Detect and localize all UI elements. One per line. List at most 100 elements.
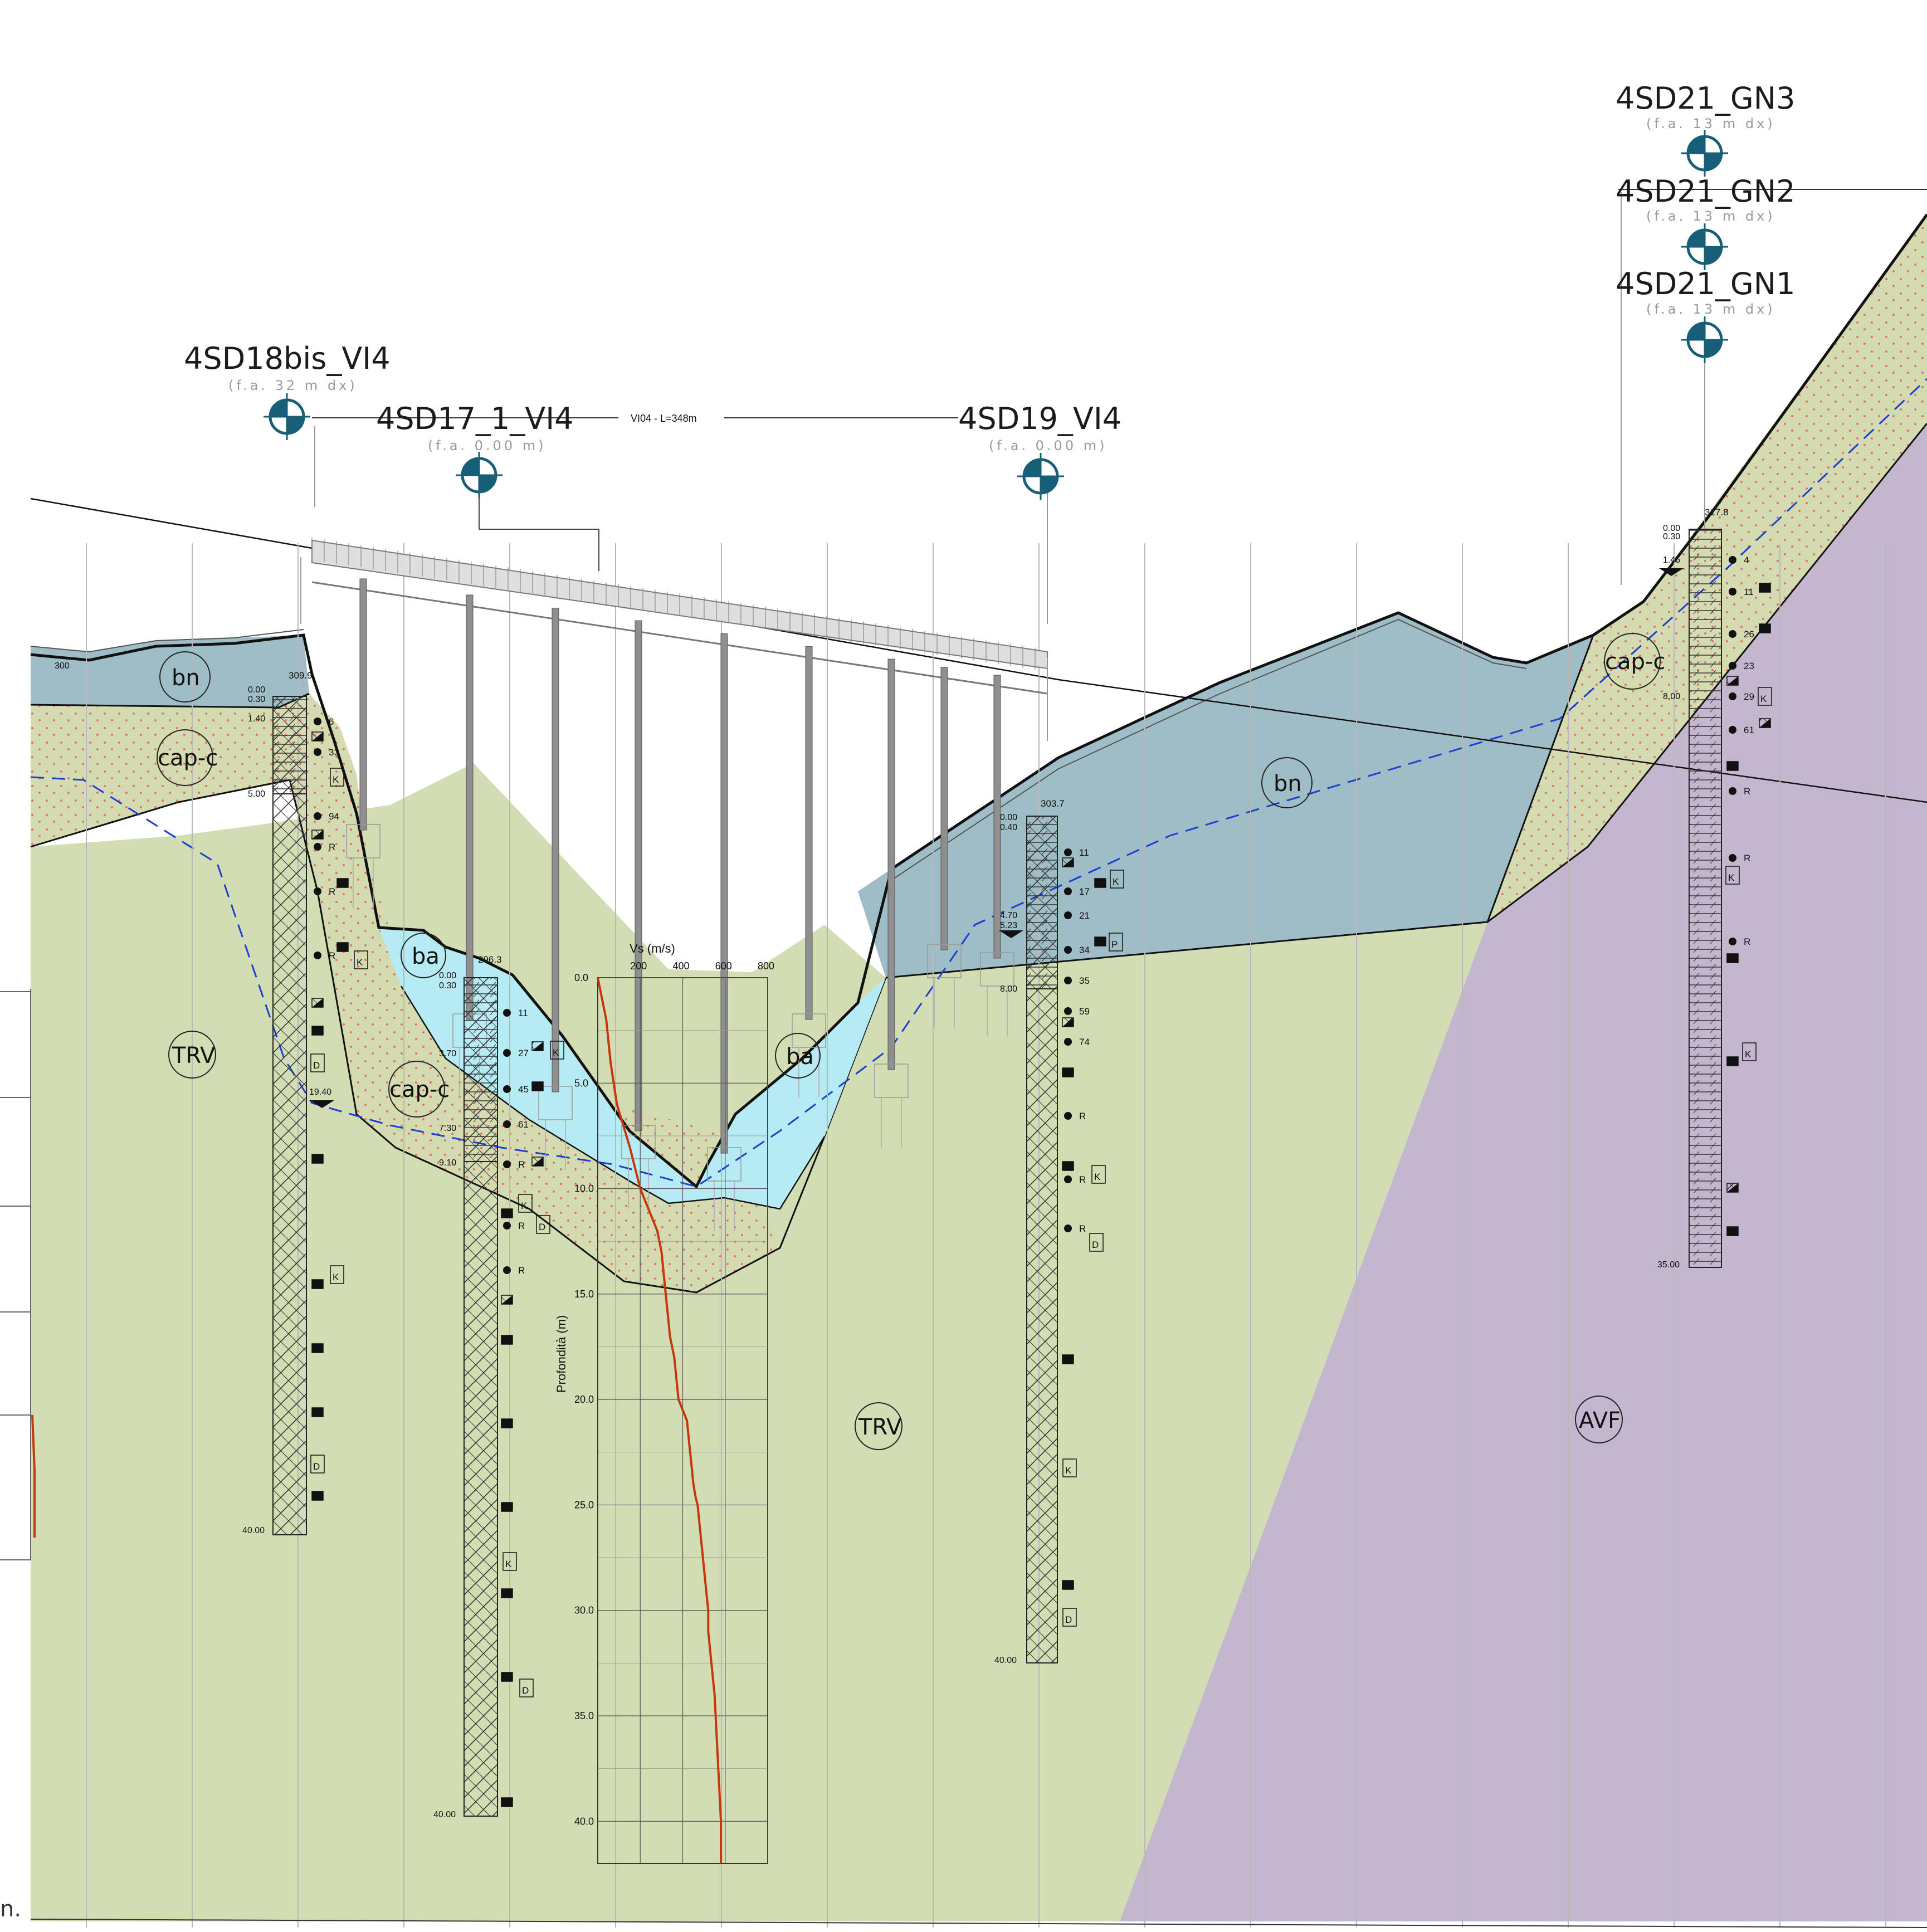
- vs-y-tick: 30.0: [574, 1605, 594, 1616]
- spt-dot: [503, 1266, 511, 1274]
- marker-4sd21-gn3-icon[interactable]: [1681, 130, 1728, 177]
- sample-square-icon: [501, 1588, 513, 1598]
- sample-square-icon: [311, 1407, 324, 1417]
- fa-4sd21-gn3: (f.a. 13 m dx): [1646, 116, 1775, 131]
- title-4sd21-gn1: 4SD21_GN1: [1616, 266, 1796, 301]
- pier-foundation: [621, 1125, 656, 1159]
- sample-code-box: [1742, 1042, 1757, 1061]
- pier-foundation: [874, 1063, 909, 1098]
- water-level-icon: [310, 1100, 334, 1108]
- spt-dot: [1064, 1224, 1072, 1232]
- bh0-code-d: D: [313, 1060, 320, 1071]
- sample-square-icon: [501, 1502, 513, 1512]
- sample-code-box: [518, 1194, 533, 1213]
- marker-quarter: [1041, 476, 1057, 493]
- vs-y-tick: 25.0: [574, 1499, 594, 1510]
- bh2-code-p: P: [1111, 939, 1118, 950]
- bh5-spt: 4: [1744, 555, 1749, 565]
- spt-dot: [1064, 977, 1072, 984]
- bh1-code-k: K: [521, 1201, 528, 1211]
- spt-dot: [1729, 692, 1736, 700]
- vs-chart: 200 400 600 800 0.0 5.0 10.0 15.0 20.0 25.0 30.0 35…: [554, 941, 774, 1864]
- bridge-pier: [466, 594, 474, 1020]
- title-4sd21-gn2: 4SD21_GN2: [1616, 174, 1796, 209]
- bh5-spt: 26: [1744, 629, 1754, 640]
- sample-code-box: [1062, 1608, 1077, 1627]
- vs-x-tick: 200: [630, 960, 647, 972]
- unit-bn-left: bn: [172, 665, 200, 691]
- unit-trv-left: TRV: [172, 1043, 216, 1069]
- marker-4sd21-gn2-icon[interactable]: [1681, 223, 1728, 270]
- bh1-code-k: K: [553, 1047, 559, 1058]
- sample-square-icon: [501, 1797, 513, 1807]
- pier-foundation: [538, 1086, 573, 1120]
- marker-4sd21-gn1-icon[interactable]: [1681, 316, 1728, 363]
- bh1-code-d: D: [539, 1222, 545, 1232]
- bh1-depth: 40.00: [433, 1810, 456, 1819]
- sample-square-icon: [501, 1335, 513, 1345]
- bh0-spt: R: [329, 842, 335, 852]
- spt-dot: [1064, 1112, 1072, 1120]
- side-text: n.: [0, 1896, 21, 1922]
- bh2-spt: 35: [1079, 975, 1090, 986]
- marker-quarter: [479, 475, 496, 492]
- marker-quarter: [287, 417, 304, 433]
- marker-4sd17-icon[interactable]: [456, 452, 503, 499]
- bridge-pier: [887, 658, 895, 1070]
- spt-dot: [1729, 854, 1736, 862]
- bh2-spt: 34: [1079, 945, 1090, 955]
- bh2-depth: 4.70: [1000, 911, 1017, 920]
- sample-half-icon: [532, 1042, 543, 1051]
- marker-quarter: [462, 458, 479, 475]
- bh5-depth: 35.00: [1657, 1260, 1680, 1270]
- spt-dot: [1729, 662, 1736, 670]
- marker-quarter: [1688, 136, 1705, 153]
- bh1-spt: R: [518, 1265, 525, 1276]
- sample-square-icon: [531, 1081, 544, 1091]
- sample-half-icon: [312, 998, 323, 1007]
- bh0-spt: 33: [329, 747, 339, 758]
- sample-square-icon: [1726, 1226, 1739, 1236]
- marker-4sd18bis-icon[interactable]: [264, 393, 310, 440]
- sample-code-box: [330, 768, 344, 787]
- bh2-depth: 0.40: [1000, 823, 1017, 832]
- vs-x-tick: 600: [715, 960, 732, 972]
- marker-quarter: [1705, 153, 1721, 170]
- sample-code-box: [503, 1552, 517, 1571]
- borehole-top-section: [272, 696, 307, 794]
- spt-dot: [314, 812, 321, 820]
- water-table: [30, 378, 1927, 1188]
- vs-x-tick: 800: [758, 960, 774, 972]
- sample-half-icon: [1062, 858, 1074, 867]
- vs-y-tick: 15.0: [574, 1289, 594, 1300]
- unit-avf: AVF: [1579, 1408, 1621, 1433]
- sample-code-box: [519, 1679, 534, 1697]
- spt-dot: [1729, 726, 1736, 734]
- borehole-4sd21-column: [1689, 529, 1722, 1268]
- vs-y-tick: 0.0: [574, 972, 588, 983]
- sample-half-icon: [501, 1295, 513, 1304]
- borehole-top-section: [1026, 816, 1058, 989]
- spt-dot: [503, 1120, 511, 1128]
- sample-square-icon: [1094, 936, 1106, 947]
- bh2-code-k: K: [1094, 1172, 1101, 1182]
- water-level-icon: [999, 930, 1023, 938]
- bridge-pier: [993, 675, 1001, 959]
- bh1-code-d: D: [522, 1685, 529, 1696]
- pier-foundation: [927, 944, 962, 978]
- bh5-top-elev: 317.8: [1705, 507, 1729, 518]
- bh1-spt: 45: [518, 1084, 529, 1095]
- sample-code-box: [1089, 1233, 1104, 1252]
- bh0-depth: 5.00: [248, 789, 265, 799]
- spt-dot: [1064, 887, 1072, 895]
- spt-dot: [314, 748, 321, 756]
- sample-code-box: [536, 1215, 550, 1234]
- spt-dot: [314, 952, 321, 959]
- bh1-spt: 27: [518, 1048, 529, 1058]
- bh0-depth: 40.00: [242, 1526, 265, 1535]
- vs-profile-line: [597, 977, 723, 1863]
- marker-4sd19-icon[interactable]: [1017, 453, 1064, 500]
- fa-4sd17: (f.a. 0.00 m): [428, 438, 546, 453]
- sample-code-box: [1725, 866, 1740, 885]
- bh1-depth: 7.30: [439, 1124, 456, 1133]
